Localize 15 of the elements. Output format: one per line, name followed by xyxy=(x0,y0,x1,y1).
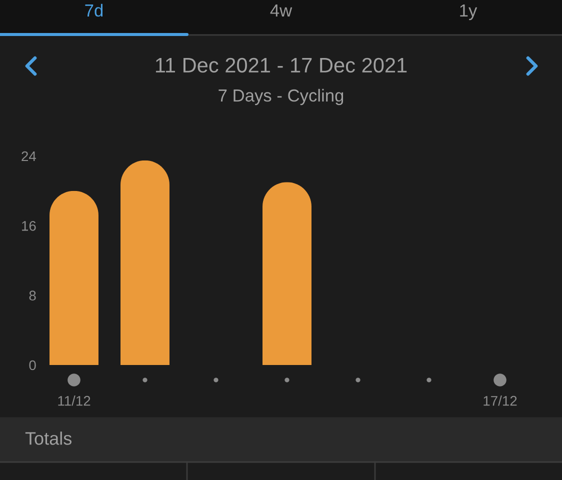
text: 4w xyxy=(270,4,292,16)
text: Totals xyxy=(25,432,72,445)
y-tick-label: 0 xyxy=(29,360,36,370)
text: 7d xyxy=(85,4,103,17)
bar xyxy=(50,190,98,365)
x-tick-label: 17/12 xyxy=(484,396,517,406)
y-tick-label: 8 xyxy=(29,290,36,301)
y-tick-label: 24 xyxy=(22,151,36,162)
text: 1y xyxy=(460,4,478,20)
x-tick-label: 11/12 xyxy=(58,396,90,406)
chart-title: 11 Dec 2021 - 17 Dec 2021 xyxy=(156,58,407,73)
bar xyxy=(262,182,312,365)
y-tick-label: 16 xyxy=(22,221,36,231)
chart-subtitle: 7 Days - Cycling xyxy=(218,88,344,106)
bar xyxy=(120,160,170,365)
